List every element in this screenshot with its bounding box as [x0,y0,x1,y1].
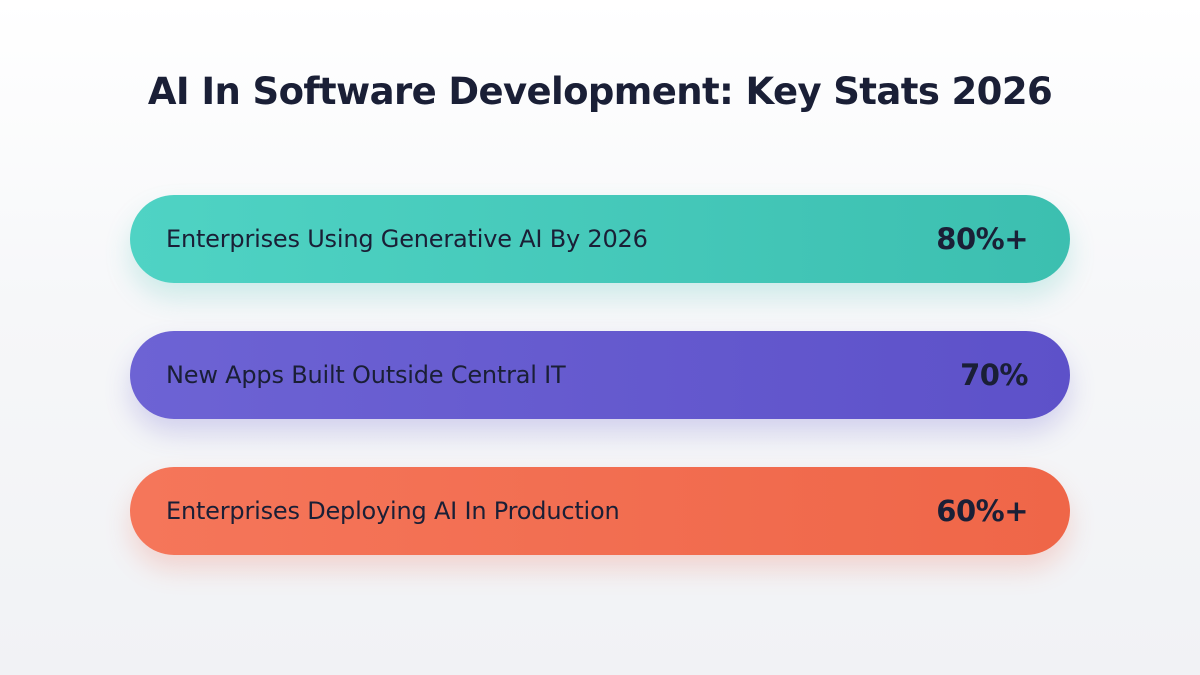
stat-value: 70% [960,358,1028,392]
stat-bar-apps-outside-it: New Apps Built Outside Central IT 70% [130,331,1070,419]
stat-label: New Apps Built Outside Central IT [166,361,566,389]
stat-label: Enterprises Using Generative AI By 2026 [166,225,648,253]
page-title: AI In Software Development: Key Stats 20… [147,70,1053,113]
stats-list: Enterprises Using Generative AI By 2026 … [130,195,1070,555]
stat-label: Enterprises Deploying AI In Production [166,497,620,525]
stat-bar-ai-production: Enterprises Deploying AI In Production 6… [130,467,1070,555]
stat-value: 80%+ [936,222,1028,256]
stat-bar-generative-ai: Enterprises Using Generative AI By 2026 … [130,195,1070,283]
stat-value: 60%+ [936,494,1028,528]
